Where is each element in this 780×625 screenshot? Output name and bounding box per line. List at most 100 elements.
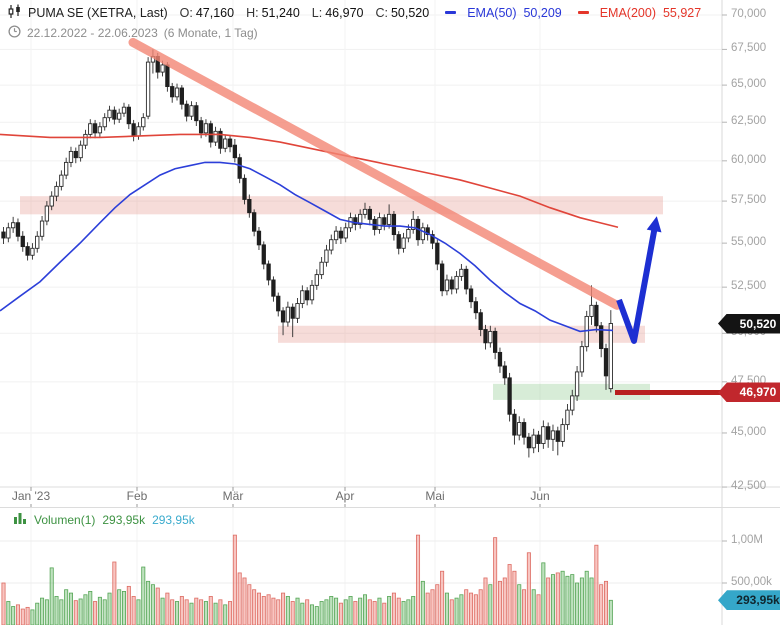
candle-body — [430, 234, 435, 244]
candle-body — [49, 195, 54, 207]
volume-bar — [30, 609, 35, 625]
candle-body — [223, 138, 228, 149]
ema50-legend[interactable]: EMA(50) 50,209 — [467, 6, 562, 20]
candle-body — [141, 117, 146, 128]
volume-bar — [271, 597, 276, 625]
volume-bar — [604, 580, 609, 625]
volume-bar — [305, 599, 310, 625]
last-price-tag: 50,520 — [718, 313, 780, 334]
volume-bar — [232, 534, 237, 625]
chart-header: PUMA SE (XETRA, Last) O: 47,160 H: 51,240 … — [8, 4, 701, 41]
candle-body — [594, 304, 599, 327]
candle-body — [406, 229, 411, 239]
volume-bar — [78, 598, 83, 625]
volume-bar — [358, 597, 363, 625]
volume-bar — [165, 592, 170, 625]
volume-bar — [488, 584, 493, 625]
candle-body — [285, 306, 291, 323]
candle-body — [555, 430, 560, 442]
volume-bar — [565, 575, 570, 625]
month-label: Jan '23 — [11, 489, 51, 503]
volume-bar — [194, 597, 199, 625]
candle-body — [589, 304, 594, 317]
volume-bar — [256, 592, 261, 625]
price-tick-label: 45,000 — [731, 425, 767, 438]
volume-series-name[interactable]: Volumen(1) — [34, 512, 96, 527]
candle-body — [15, 222, 21, 237]
volume-bar — [131, 596, 136, 625]
volume-bar — [329, 596, 334, 625]
volume-bar — [348, 596, 353, 625]
candle-body — [608, 323, 613, 390]
price-tick-label: 65,000 — [731, 78, 767, 91]
volume-bar — [497, 580, 502, 625]
time-axis[interactable]: Jan '23 Feb Mär Apr Mai Jun — [0, 489, 722, 507]
candle-body — [343, 227, 348, 239]
volume-bar — [20, 608, 25, 625]
candle-body — [256, 230, 262, 246]
volume-bar — [155, 587, 160, 625]
volume-bar — [295, 597, 300, 625]
volume-bar — [425, 592, 430, 625]
volume-bar — [261, 596, 266, 625]
volume-bar — [584, 570, 589, 625]
candle-body — [20, 235, 25, 248]
volume-bar — [608, 599, 613, 625]
volume-bar — [203, 601, 208, 625]
volume-bar — [170, 599, 175, 625]
volume-bar — [420, 580, 425, 625]
candle-body — [358, 213, 363, 225]
candle-body — [579, 346, 585, 373]
price-tick-label: 60,000 — [731, 153, 767, 166]
volume-bar — [184, 599, 189, 625]
candle-body — [521, 422, 527, 438]
candle-body — [136, 126, 141, 137]
candle-body — [117, 112, 122, 120]
candle-body — [39, 220, 45, 237]
volume-bar — [126, 585, 131, 625]
candle-body — [97, 126, 103, 134]
candle-body — [570, 395, 575, 411]
ema50-line — [0, 161, 614, 333]
volume-bar — [546, 577, 551, 625]
candle-body — [314, 274, 319, 286]
open-value: O: 47,160 — [179, 6, 235, 20]
volume-bar — [430, 589, 435, 625]
candle-body — [232, 144, 238, 159]
candle-body — [329, 239, 334, 251]
candle-body — [454, 275, 459, 290]
volume-bar — [512, 570, 517, 625]
volume-bar — [199, 599, 204, 625]
candle-body — [541, 426, 546, 444]
volume-bar — [459, 594, 464, 625]
volume-bar — [88, 591, 93, 625]
candle-body — [10, 222, 16, 229]
candle-body — [131, 123, 136, 137]
candle-body — [237, 157, 242, 179]
month-label: Feb — [126, 489, 148, 503]
volume-bar — [522, 589, 527, 625]
price-tick-label: 57,500 — [731, 194, 767, 207]
volume-bar — [25, 606, 30, 625]
candle-body — [35, 235, 40, 249]
volume-bar — [517, 584, 522, 625]
volume-bar — [266, 594, 271, 625]
volume-bar — [362, 594, 367, 625]
ema200-line — [0, 133, 619, 229]
volume-bar — [560, 570, 565, 625]
candle-body — [126, 106, 131, 125]
volume-bar — [440, 570, 445, 625]
candle-body — [531, 434, 536, 449]
candle-body — [536, 434, 541, 444]
candle-body — [251, 212, 257, 232]
ema200-legend[interactable]: EMA(200) 55,927 — [599, 6, 702, 20]
candle-body — [599, 325, 604, 350]
projection-arrow — [616, 225, 658, 344]
ema200-swatch — [577, 10, 589, 14]
volume-bar — [338, 602, 343, 625]
volume-bar — [49, 567, 54, 625]
candle-body — [112, 109, 117, 120]
volume-bar — [396, 597, 401, 625]
candle-body — [546, 426, 551, 440]
